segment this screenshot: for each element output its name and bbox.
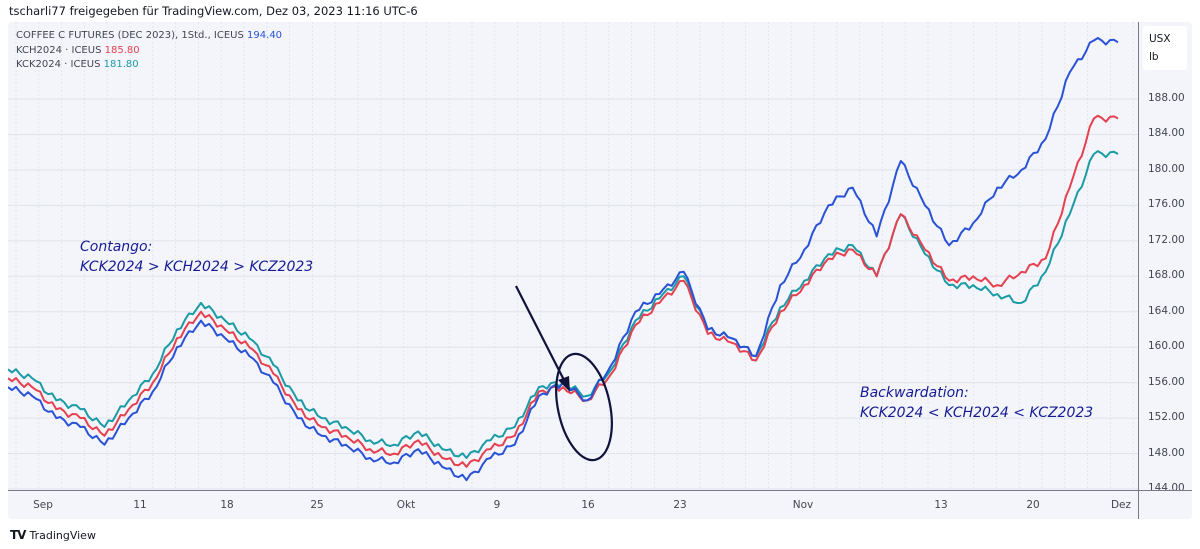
time-tick-label: 25 [310,499,324,511]
price-tick-label: 172.00 [1148,233,1185,246]
price-tick-label: 164.00 [1148,304,1185,317]
chart-frame [8,22,1192,519]
legend-item-kcz2023[interactable]: COFFEE C FUTURES (DEC 2023), 1Std., ICEU… [16,30,283,41]
time-tick-label: Okt [396,499,416,511]
legend-item-kck2024[interactable]: KCK2024 · ICEUS 181.80 [16,59,139,70]
time-tick-label: 23 [673,499,687,511]
price-tick-label: 152.00 [1148,411,1185,424]
time-tick-label: 11 [133,499,147,511]
backwardation-annotation: Backwardation: KCK2024 < KCH2024 < KCZ20… [860,385,1094,421]
price-axis[interactable] [1138,22,1193,519]
price-tick-label: 188.00 [1148,92,1185,104]
chart-legend: COFFEE C FUTURES (DEC 2023), 1Std., ICEU… [16,29,282,73]
grid-lines [8,22,1138,490]
time-tick-label: 9 [493,499,501,511]
tradingview-footer[interactable]: TV TradingView [10,528,96,542]
time-tick-label: 18 [220,499,234,511]
time-tick-label: Dez [1110,499,1132,511]
time-axis[interactable] [8,490,1192,520]
share-attribution: tscharli77 freigegeben für TradingView.c… [9,4,418,18]
chart-plot-area[interactable] [8,22,1138,490]
circle-annotation [555,352,613,462]
price-tick-label: 156.00 [1148,375,1185,388]
price-tick-label: 184.00 [1148,127,1185,140]
time-tick-label: 16 [581,499,595,511]
time-tick-label: 20 [1026,499,1040,511]
legend-item-kch2024[interactable]: KCH2024 · ICEUS 185.80 [16,44,140,56]
arrow-annotation [515,285,570,392]
contango-annotation: Contango: KCK2024 > KCH2024 > KCZ2023 [80,239,314,275]
price-tick-label: 176.00 [1148,198,1185,211]
price-tick-label: 144.00 [1148,482,1185,495]
tradingview-logo-icon: TV [10,528,27,542]
price-tick-label: 180.00 [1148,162,1185,175]
price-unit-selector[interactable]: USX lb [1143,26,1187,70]
time-tick-label: Nov [792,499,814,511]
price-tick-label: 148.00 [1148,446,1185,459]
series-line [8,114,1119,468]
tradingview-brand: TradingView [29,528,96,542]
price-tick-label: 160.00 [1148,340,1185,353]
time-tick-label: Sep [33,499,53,511]
time-tick-label: 13 [934,499,948,511]
price-tick-label: 168.00 [1148,269,1185,282]
